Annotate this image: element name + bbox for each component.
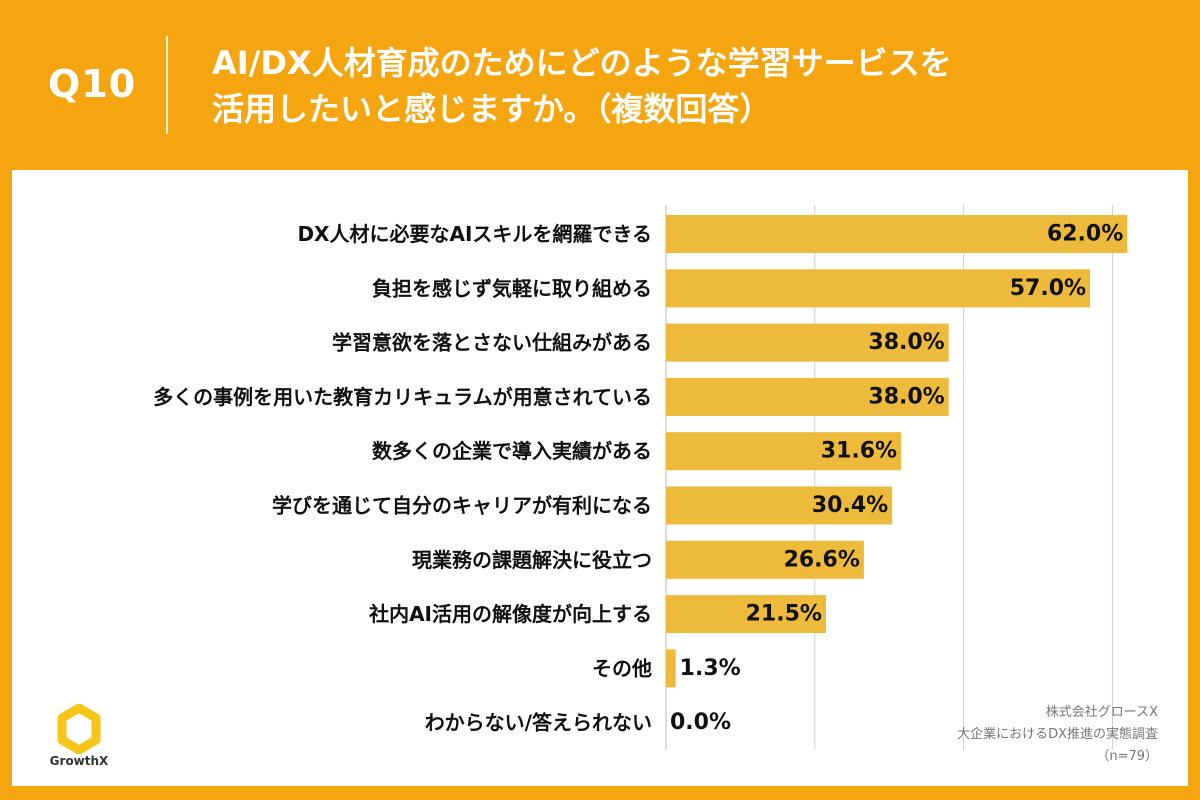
- source-sample: （n=79）: [1096, 749, 1158, 764]
- title-line-1: AI/DX人材育成のためにどのような学習サービスを: [212, 44, 952, 82]
- data-label: 62.0%: [1047, 222, 1123, 247]
- question-number: Q10: [48, 62, 137, 106]
- category-label: 学びを通じて自分のキャリアが有利になる: [272, 494, 652, 518]
- data-label: 26.6%: [784, 547, 860, 572]
- bar: [666, 269, 1091, 308]
- bar-chart: DX人材に必要なAIスキルを網羅できる 62.0% 負担を感じず気軽に取り組める 57…: [153, 205, 1128, 750]
- bar: [666, 540, 864, 579]
- data-label: 21.5%: [746, 602, 822, 627]
- bar: [666, 323, 949, 362]
- data-label: 57.0%: [1010, 276, 1086, 301]
- source-note: 株式会社グロースX 大企業におけるDX推進の実態調査 （n=79）: [957, 702, 1158, 768]
- bar: [666, 377, 949, 416]
- category-label: 学習意欲を落とさない仕組みがある: [332, 331, 652, 355]
- hexagon-ring-icon: [57, 703, 101, 755]
- category-label: 現業務の課題解決に役立つ: [412, 548, 652, 572]
- category-label: 数多くの企業で導入実績がある: [372, 439, 652, 463]
- data-label: 38.0%: [868, 330, 944, 355]
- source-company: 株式会社グロースX: [1045, 705, 1158, 720]
- header: Q10 AI/DX人材育成のためにどのような学習サービスを 活用したいと感じます…: [0, 0, 1200, 170]
- bar: [666, 595, 826, 634]
- category-label: 負担を感じず気軽に取り組める: [372, 276, 652, 300]
- logo-name: GrowthX: [49, 754, 109, 768]
- bar: [666, 486, 893, 525]
- data-label: 0.0%: [670, 710, 731, 735]
- data-label: 38.0%: [868, 384, 944, 409]
- category-label: DX人材に必要なAIスキルを網羅できる: [297, 222, 652, 246]
- category-label: わからない/答えられない: [425, 711, 652, 735]
- data-label: 1.3%: [680, 656, 741, 681]
- page-title: AI/DX人材育成のためにどのような学習サービスを 活用したいと感じますか。（複…: [212, 40, 1172, 132]
- chart-panel: DX人材に必要なAIスキルを網羅できる 62.0% 負担を感じず気軽に取り組める 57…: [12, 170, 1188, 786]
- header-divider: [166, 36, 168, 134]
- title-line-2: 活用したいと感じますか。（複数回答）: [212, 90, 772, 128]
- category-label: 社内AI活用の解像度が向上する: [368, 602, 652, 626]
- bar: [666, 432, 902, 471]
- logo: GrowthX: [34, 703, 124, 774]
- category-label: その他: [592, 656, 652, 680]
- data-label: 31.6%: [821, 439, 897, 464]
- category-label: 多くの事例を用いた教育カリキュラムが用意されている: [153, 385, 652, 409]
- data-label: 30.4%: [812, 493, 888, 518]
- source-survey: 大企業におけるDX推進の実態調査: [957, 727, 1158, 742]
- bar: [666, 649, 676, 688]
- bar: [666, 215, 1128, 253]
